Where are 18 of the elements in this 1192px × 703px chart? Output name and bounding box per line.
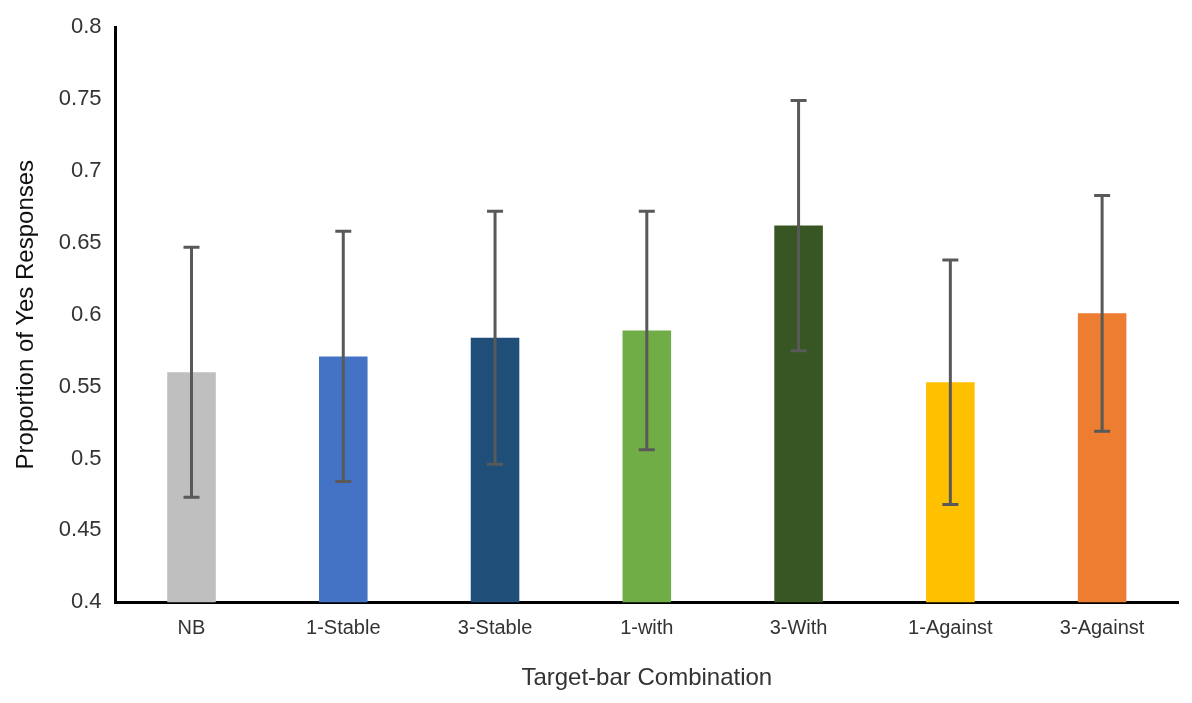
y-tick-label: 0.4 [71,588,102,614]
y-tick-label: 0.75 [58,85,102,111]
y-tick-label: 0.65 [58,228,102,254]
y-tick-label: 0.55 [58,372,102,398]
x-tick-label: 1-Stable [306,615,381,638]
x-tick-label: 3-Stable [457,615,533,638]
y-tick-label: 0.45 [58,516,102,542]
y-axis-title: Proportion of Yes Responses [11,159,39,470]
x-tick-label: 3-With [769,615,828,638]
x-tick-label: NB [177,615,206,638]
y-tick-label: 0.5 [71,444,102,470]
x-tick-label: 1-with [620,615,674,638]
y-tick-label: 0.8 [71,13,102,39]
x-axis-title: Target-bar Combination [521,663,773,691]
x-tick-label: 3-Against [1059,615,1145,638]
y-tick-label: 0.7 [71,157,102,183]
x-tick-label: 1-Against [908,615,994,638]
y-tick-label: 0.6 [71,300,102,326]
